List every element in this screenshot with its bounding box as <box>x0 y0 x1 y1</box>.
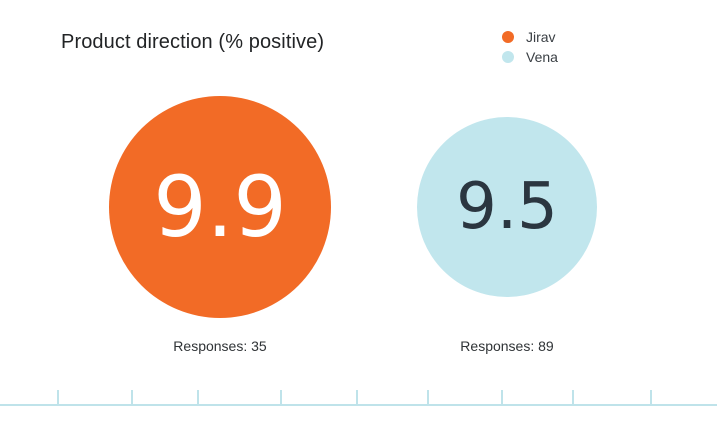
legend-label-vena: Vena <box>526 49 558 65</box>
legend-item-jirav: Jirav <box>502 27 558 47</box>
legend-label-jirav: Jirav <box>526 29 556 45</box>
legend: Jirav Vena <box>502 27 558 67</box>
bubble-jirav: 9.9 <box>109 96 331 318</box>
responses-label-jirav: Responses: 35 <box>173 338 267 354</box>
responses-label-vena: Responses: 89 <box>460 338 554 354</box>
bubble-vena: 9.5 <box>417 117 597 297</box>
bubble-value-jirav: 9.9 <box>153 158 287 256</box>
legend-item-vena: Vena <box>502 47 558 67</box>
legend-swatch-jirav <box>502 31 514 43</box>
x-axis <box>0 390 717 406</box>
bubble-value-vena: 9.5 <box>456 170 558 244</box>
legend-swatch-vena <box>502 51 514 63</box>
chart-title: Product direction (% positive) <box>61 31 325 53</box>
